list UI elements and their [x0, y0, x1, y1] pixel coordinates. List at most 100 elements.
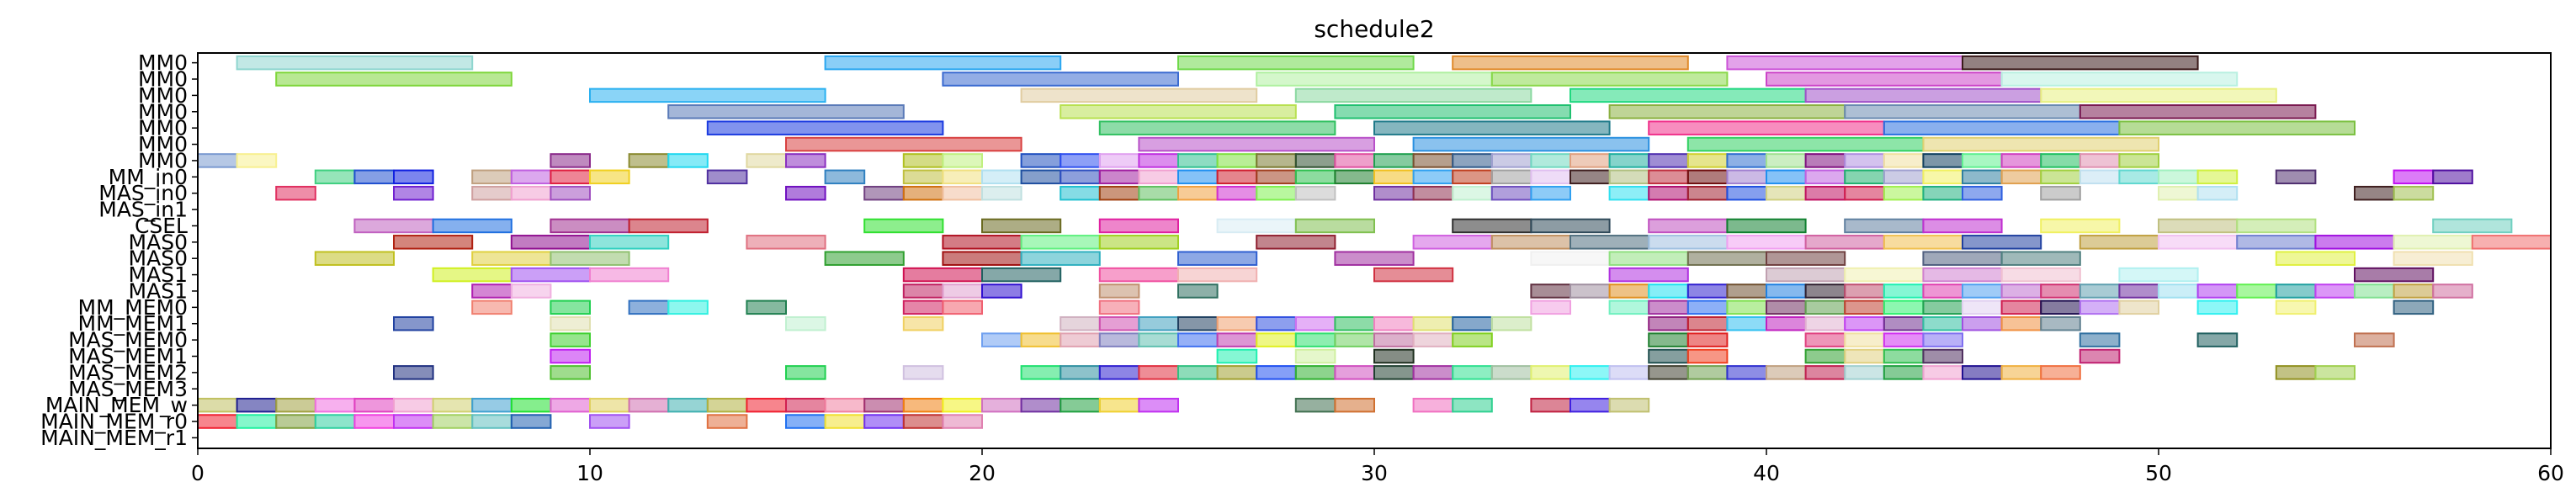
task-bar: [236, 414, 278, 429]
y-tick-label: MAS_MEM1: [68, 344, 188, 368]
task-bar: [471, 397, 513, 413]
task-bar: [1608, 251, 1689, 266]
task-bar: [1373, 332, 1415, 347]
task-bar: [1060, 169, 1101, 185]
task-bar: [942, 72, 1180, 87]
task-bar: [2040, 185, 2081, 201]
task-bar: [1060, 153, 1101, 168]
task-bar: [863, 414, 905, 429]
task-bar: [2196, 332, 2239, 347]
task-bar: [824, 55, 1062, 71]
task-bar: [2079, 235, 2160, 250]
task-bar: [2275, 251, 2356, 266]
task-bar: [2196, 169, 2239, 185]
task-bar: [1844, 185, 1885, 201]
task-bar: [2393, 299, 2435, 315]
y-tick-label: MM0: [138, 116, 188, 140]
task-bar: [2000, 72, 2239, 87]
task-bar: [1060, 365, 1101, 380]
y-tick-label: MM0: [138, 50, 188, 75]
task-bar: [902, 283, 944, 299]
task-bar: [1686, 185, 1729, 201]
task-bar: [2158, 169, 2199, 185]
task-bar: [1177, 332, 1219, 347]
y-tick-label: MM0: [138, 148, 188, 172]
task-bar: [1883, 283, 1925, 299]
task-bar: [1020, 169, 1062, 185]
task-bar: [1922, 283, 1963, 299]
task-bar: [1256, 72, 1493, 87]
task-bar: [1256, 185, 1297, 201]
task-bar: [1726, 299, 1767, 315]
x-tick-label: 0: [191, 461, 204, 485]
task-bar: [1452, 315, 1493, 331]
task-bar: [1138, 185, 1180, 201]
task-bar: [1883, 185, 1925, 201]
task-bar: [1922, 332, 1963, 347]
task-bar: [1098, 120, 1336, 135]
task-bar: [1098, 397, 1140, 413]
y-tick-label: MM_in0: [109, 165, 188, 189]
task-bar: [1844, 299, 1885, 315]
task-bar: [667, 153, 709, 168]
task-bar: [1726, 235, 1807, 250]
task-bar: [1922, 185, 1963, 201]
task-bar: [1570, 397, 1611, 413]
task-bar: [1804, 153, 1846, 168]
task-bar: [1177, 185, 1219, 201]
task-bar: [628, 153, 670, 168]
task-bar: [706, 397, 748, 413]
task-bar: [314, 251, 395, 266]
task-bar: [393, 397, 434, 413]
task-bar: [236, 397, 278, 413]
task-bar: [1883, 332, 1925, 347]
task-bar: [1804, 299, 1846, 315]
task-bar: [2158, 218, 2239, 234]
task-bar: [1726, 218, 1807, 234]
task-bar: [1334, 397, 1376, 413]
task-bar: [1060, 185, 1101, 201]
task-bar: [2158, 283, 2199, 299]
task-bar: [1256, 315, 1297, 331]
task-bar: [902, 414, 944, 429]
task-bar: [1962, 315, 2003, 331]
task-bar: [1098, 267, 1180, 283]
task-bar: [2118, 283, 2159, 299]
task-bar: [706, 120, 944, 135]
task-bar: [1098, 315, 1140, 331]
task-bar: [1922, 348, 1963, 364]
task-bar: [314, 414, 356, 429]
task-bar: [1686, 348, 1729, 364]
task-bar: [1608, 185, 1650, 201]
y-tick-label: MAS_MEM2: [68, 360, 188, 384]
task-bar: [1686, 332, 1729, 347]
task-bar: [824, 169, 866, 185]
task-bar: [1962, 283, 2003, 299]
task-bar: [275, 72, 513, 87]
task-bar: [785, 365, 826, 380]
task-bar: [353, 414, 395, 429]
task-bar: [1922, 169, 1963, 185]
task-bar: [1138, 365, 1180, 380]
task-bar: [2432, 218, 2513, 234]
y-tick-label: CSEL: [135, 214, 188, 238]
y-tick-label: MAS_in0: [98, 181, 188, 205]
task-bar: [2354, 283, 2395, 299]
task-bar: [824, 397, 866, 413]
task-bar: [1726, 55, 1963, 71]
task-bar: [1294, 87, 1532, 103]
task-bar: [1608, 365, 1650, 380]
task-bar: [1844, 348, 1885, 364]
task-bar: [2275, 299, 2317, 315]
task-bar: [942, 185, 984, 201]
task-bar: [1216, 348, 1258, 364]
task-bar: [1922, 315, 1963, 331]
task-bar: [589, 87, 826, 103]
task-bar: [1922, 218, 2003, 234]
task-bar: [1452, 332, 1493, 347]
task-bar: [2079, 169, 2121, 185]
task-bar: [2236, 235, 2317, 250]
task-bar: [2158, 185, 2199, 201]
task-bar: [1530, 185, 1572, 201]
